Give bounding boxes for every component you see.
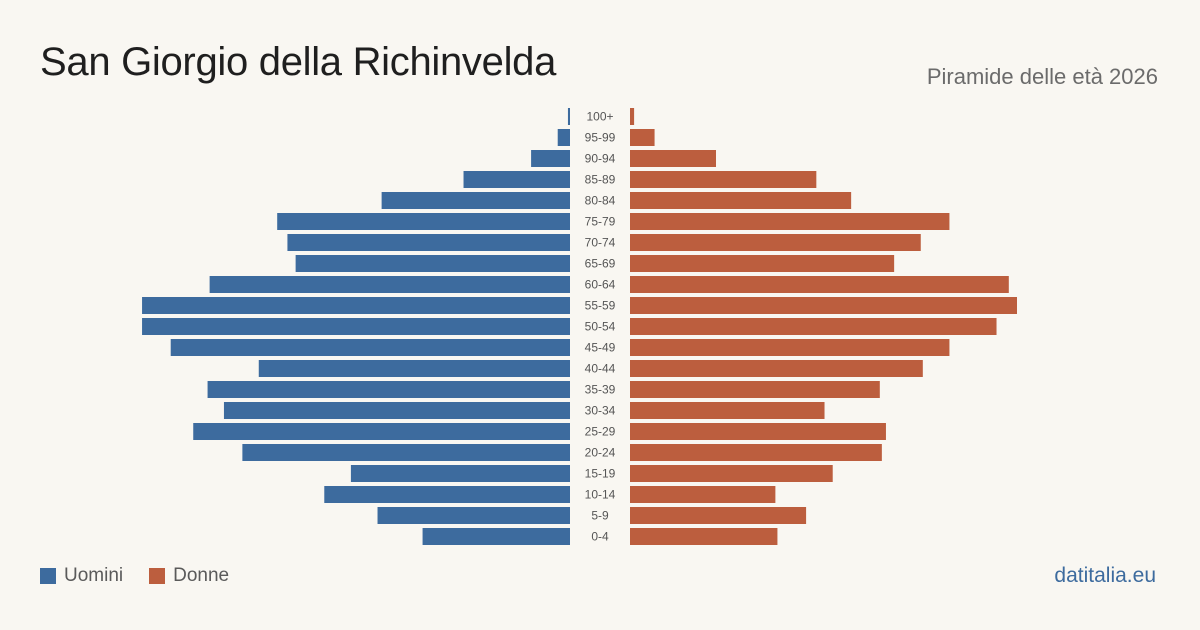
bar-women-100+	[630, 108, 635, 125]
age-label-90-94: 90-94	[585, 152, 616, 166]
legend-item-men: Uomini	[40, 565, 123, 587]
bar-women-70-74	[630, 234, 921, 251]
bar-men-15-19	[350, 465, 570, 482]
legend-swatch-women	[149, 568, 166, 584]
age-label-40-44: 40-44	[585, 362, 616, 376]
legend-label-women: Donne	[173, 565, 230, 586]
age-label-100+: 100+	[586, 110, 613, 124]
bar-men-20-24	[242, 444, 570, 461]
bar-women-45-49	[630, 339, 950, 356]
age-label-80-84: 80-84	[585, 194, 616, 208]
age-label-20-24: 20-24	[585, 446, 616, 460]
age-label-10-14: 10-14	[585, 488, 616, 502]
bar-men-0-4	[422, 528, 570, 545]
legend-swatch-men	[40, 568, 56, 584]
bar-women-15-19	[630, 465, 833, 482]
bar-men-75-79	[277, 213, 570, 230]
legend-item-women: Donne	[149, 565, 229, 587]
age-label-15-19: 15-19	[585, 467, 616, 481]
age-label-0-4: 0-4	[591, 530, 609, 544]
chart-subtitle: Piramide delle età 2026	[926, 64, 1158, 89]
bar-women-80-84	[630, 192, 852, 209]
age-label-30-34: 30-34	[585, 404, 616, 418]
age-label-50-54: 50-54	[585, 320, 616, 334]
bar-men-85-89	[463, 171, 570, 188]
age-label-60-64: 60-64	[585, 278, 616, 292]
bar-women-60-64	[630, 276, 1009, 293]
bar-men-30-34	[223, 402, 570, 419]
age-label-35-39: 35-39	[585, 383, 616, 397]
bar-women-95-99	[630, 129, 655, 146]
bar-women-75-79	[630, 213, 950, 230]
age-label-5-9: 5-9	[591, 509, 609, 523]
age-label-65-69: 65-69	[585, 257, 616, 271]
bar-men-80-84	[381, 192, 570, 209]
bar-women-40-44	[630, 360, 923, 377]
bar-men-100+	[567, 108, 570, 125]
bar-men-45-49	[170, 339, 570, 356]
age-label-55-59: 55-59	[585, 299, 616, 313]
bar-men-55-59	[142, 297, 571, 314]
age-label-45-49: 45-49	[585, 341, 616, 355]
bar-women-35-39	[630, 381, 880, 398]
bar-men-5-9	[377, 507, 570, 524]
bar-women-20-24	[630, 444, 882, 461]
bar-men-70-74	[287, 234, 570, 251]
chart-legend: Uomini Donne	[40, 565, 255, 587]
bar-men-35-39	[207, 381, 571, 398]
bar-women-55-59	[630, 297, 1017, 314]
page-title: San Giorgio della Richinvelda	[40, 40, 557, 84]
bar-women-10-14	[630, 486, 776, 503]
bar-men-90-94	[531, 150, 570, 167]
bar-women-5-9	[630, 507, 807, 524]
age-label-75-79: 75-79	[585, 215, 616, 229]
age-labels-group: 100+ 95-99 90-94 85-89 80-84 75-79 70-74 65-69 6…	[585, 110, 616, 544]
bar-women-65-69	[630, 255, 895, 272]
bar-men-50-54	[142, 318, 571, 335]
women-bars-group	[630, 108, 1017, 545]
men-bars-group	[142, 108, 571, 545]
bar-men-60-64	[209, 276, 570, 293]
age-label-25-29: 25-29	[585, 425, 616, 439]
bar-men-95-99	[557, 129, 570, 146]
source-link[interactable]: datitalia.eu	[1054, 564, 1156, 587]
bar-women-25-29	[630, 423, 886, 440]
legend-label-men: Uomini	[64, 565, 124, 586]
bar-men-10-14	[324, 486, 570, 503]
bar-women-85-89	[630, 171, 817, 188]
bar-men-40-44	[258, 360, 570, 377]
bar-women-30-34	[630, 402, 825, 419]
bar-men-25-29	[193, 423, 570, 440]
age-label-70-74: 70-74	[585, 236, 616, 250]
bar-women-90-94	[630, 150, 716, 167]
age-label-95-99: 95-99	[585, 131, 616, 145]
bar-women-0-4	[630, 528, 778, 545]
age-label-85-89: 85-89	[585, 173, 616, 187]
bar-men-65-69	[295, 255, 570, 272]
bar-women-50-54	[630, 318, 997, 335]
